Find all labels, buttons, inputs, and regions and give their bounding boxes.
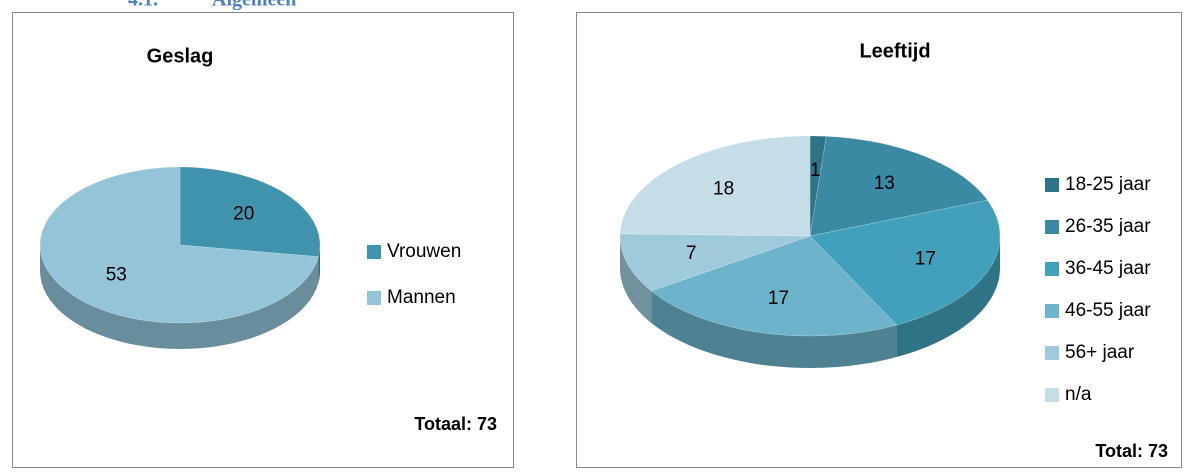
pie-slice-side [620,236,652,323]
legend-label: n/a [1065,384,1092,405]
legend-label: 26-35 jaar [1065,216,1151,237]
legend-label: 46-55 jaar [1065,300,1151,321]
legend-swatch [367,291,381,305]
data-label: 13 [874,173,895,194]
legend-swatch [1045,178,1059,192]
legend-label: Vrouwen [387,241,461,262]
data-label: 17 [915,248,936,269]
pie-slice [39,166,319,324]
pie-slice [809,135,827,237]
legend-swatch [1045,220,1059,234]
pie-slice-side [40,245,319,349]
pie-slice [809,136,988,237]
annotation: Total: 73 [1095,441,1168,461]
legend-label: 18-25 jaar [1065,174,1151,195]
legend-label: 36-45 jaar [1065,258,1151,279]
legend-label: Mannen [387,287,456,308]
legend-swatch [367,245,381,259]
data-label: 7 [686,243,697,264]
legend-label: 56+ jaar [1065,342,1135,363]
chart-title: Leeftijd [859,40,930,62]
pie-slice [650,235,898,337]
data-label: 53 [106,265,127,286]
chart-title: Geslag [147,45,214,67]
pie-slice [619,135,811,237]
pie-slice-side [651,290,897,368]
pie-slice-side [318,245,320,283]
heading-title: Algemeen [212,0,296,11]
pie-slice [619,233,811,292]
data-label: 18 [713,179,734,200]
data-label: 1 [810,160,821,181]
legend-swatch [1045,388,1059,402]
legend-swatch [1045,346,1059,360]
annotation: Totaal: 73 [414,414,497,434]
legend-swatch [1045,262,1059,276]
pie-slice [179,166,321,257]
pie-slice-side [896,236,1000,357]
data-label: 17 [768,288,789,309]
legend-swatch [1045,304,1059,318]
data-label: 20 [233,204,254,225]
heading-number: 4.1. [128,0,158,11]
pie-slice [809,199,1001,326]
